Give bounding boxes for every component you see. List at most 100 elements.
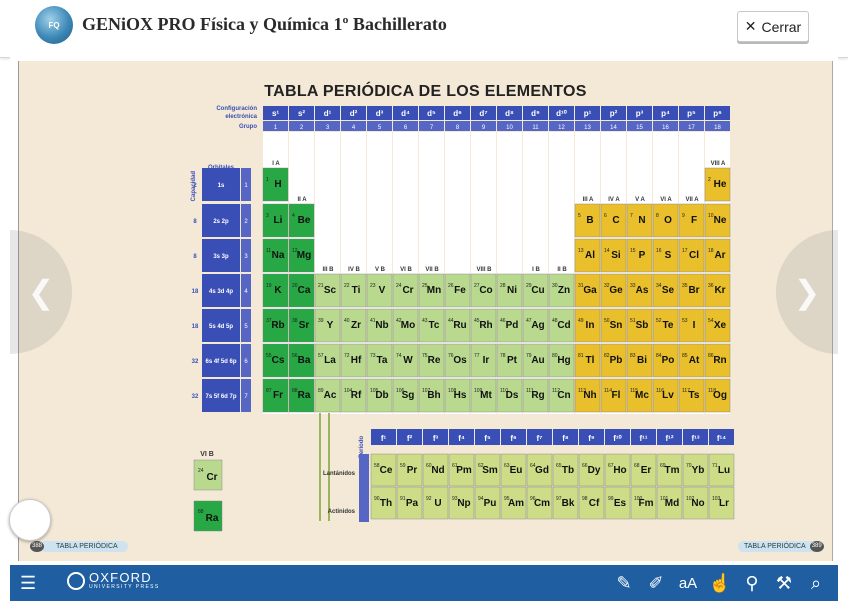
element-cell [366, 343, 393, 378]
orbital-label: 5s 4d 5p [209, 324, 233, 330]
joystick-icon[interactable]: ⚲ [745, 572, 759, 593]
element-cell [392, 378, 419, 413]
group-number-cell [315, 121, 340, 131]
search-icon[interactable]: ⌕ [810, 572, 822, 593]
orbital-header-cell [497, 106, 522, 120]
group-number-label: 3 [326, 125, 330, 131]
atomic-number: 32 [604, 283, 610, 289]
element-cell [262, 203, 289, 238]
legend-cr-symbol: Cr [206, 472, 217, 483]
f-element-cell [500, 486, 527, 520]
element-cell [340, 308, 367, 343]
f-element-cell [630, 486, 657, 520]
f-element-cell [656, 453, 683, 487]
group-number-cell [445, 121, 470, 131]
element-symbol: Rg [531, 390, 544, 401]
atomic-number: 53 [682, 318, 688, 324]
group-number-label: 11 [532, 125, 539, 131]
orbital-header-cell [341, 106, 366, 120]
atomic-number: 113 [578, 388, 586, 394]
element-cell [444, 308, 471, 343]
period-number-cell [241, 204, 251, 237]
element-symbol: Si [611, 250, 621, 261]
f-orbital-header [371, 429, 396, 445]
grupo-label: Grupo [239, 124, 257, 130]
element-symbol: Na [272, 250, 285, 261]
atomic-number: 36 [708, 283, 714, 289]
text-size-icon[interactable]: aA [678, 574, 698, 592]
atomic-number: 2 [708, 177, 711, 183]
f-atomic-number: 100 [634, 496, 643, 502]
orbital-header-label: d⁷ [479, 109, 487, 118]
element-symbol: Hf [351, 355, 362, 366]
group-roman-label: III B [322, 267, 334, 273]
wrench-icon[interactable]: ⚒ [775, 572, 793, 593]
orbital-header-cell [367, 106, 392, 120]
f-atomic-number: 71 [712, 463, 718, 469]
atomic-number: 30 [552, 283, 558, 289]
element-symbol: C [612, 215, 619, 226]
element-symbol: Ru [453, 320, 466, 331]
orbital-header-cell [471, 106, 496, 120]
f-atomic-number: 68 [634, 463, 640, 469]
atomic-number: 44 [448, 318, 454, 324]
element-symbol: Sc [324, 285, 337, 296]
f-orbital-label: f² [407, 434, 413, 443]
f-element-symbol: Bk [562, 498, 575, 509]
group-roman-label: IV A [608, 197, 620, 203]
group-roman-label: V B [375, 267, 386, 273]
atomic-number: 86 [708, 353, 714, 359]
orbital-header-label: p⁵ [687, 109, 696, 118]
element-symbol: Ra [298, 390, 311, 401]
atomic-number: 82 [604, 353, 610, 359]
f-orbital-header [423, 429, 448, 445]
element-cell [600, 378, 627, 413]
atomic-number: 25 [422, 283, 428, 289]
element-symbol: Cu [531, 285, 544, 296]
f-orbital-label: f¹⁰ [613, 434, 622, 443]
f-atomic-number: 97 [556, 496, 562, 502]
atomic-number: 72 [344, 353, 350, 359]
atomic-number: 18 [708, 248, 714, 254]
list-icon[interactable]: ☰ [20, 573, 37, 593]
element-symbol: Pd [506, 320, 519, 331]
atomic-number: 39 [318, 318, 324, 324]
hand-select-icon[interactable]: ☝ [708, 572, 732, 593]
group-roman-label: VI A [660, 197, 672, 203]
capacity-value: 32 [192, 359, 199, 365]
element-symbol: Mo [401, 320, 415, 331]
f-element-symbol: Th [380, 498, 392, 509]
element-symbol: Ge [609, 285, 623, 296]
f-orbital-header [605, 429, 630, 445]
group-roman-label: I B [532, 267, 540, 273]
atomic-number: 81 [578, 353, 584, 359]
f-element-cell [578, 453, 605, 487]
atomic-number: 22 [344, 283, 350, 289]
highlighter-icon[interactable]: ✐ [648, 572, 664, 593]
element-cell [366, 308, 393, 343]
atomic-number: 78 [500, 353, 506, 359]
element-cell [470, 378, 497, 413]
element-symbol: Se [662, 285, 675, 296]
f-orbital-label: f⁸ [562, 434, 569, 443]
group-number-label: 15 [636, 125, 643, 131]
f-atomic-number: 63 [504, 463, 510, 469]
group-number-label: 10 [506, 125, 513, 131]
f-orbital-label: f³ [433, 434, 439, 443]
element-symbol: Ts [689, 390, 700, 401]
orbital-label: 1s [218, 183, 225, 189]
f-element-cell [422, 453, 449, 487]
element-symbol: Og [713, 390, 727, 401]
group-number-label: 9 [482, 125, 486, 131]
element-symbol: Sb [636, 320, 649, 331]
group-roman-label: III A [583, 197, 594, 203]
element-symbol: He [714, 179, 727, 190]
element-cell [522, 308, 549, 343]
group-number-label: 7 [430, 125, 434, 131]
orbital-header-cell [653, 106, 678, 120]
close-button[interactable]: ✕ Cerrar [737, 11, 809, 42]
orbital-header-cell [705, 106, 730, 120]
element-symbol: Hg [557, 355, 570, 366]
pencil-icon[interactable]: ✎ [616, 572, 632, 593]
atomic-number: 115 [630, 388, 638, 394]
